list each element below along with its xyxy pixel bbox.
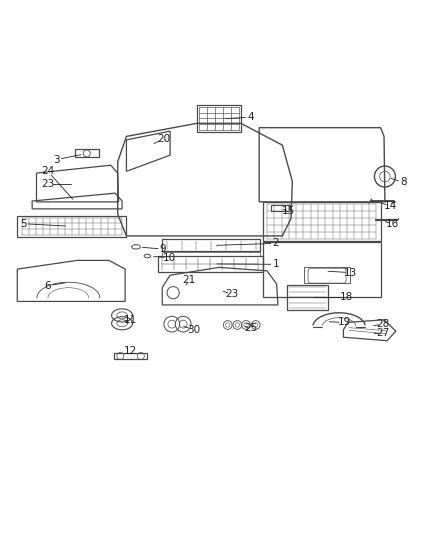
Text: 30: 30	[187, 325, 200, 335]
Text: 28: 28	[377, 319, 390, 329]
Text: 14: 14	[384, 201, 397, 211]
Text: 23: 23	[41, 179, 54, 189]
Text: 20: 20	[157, 134, 170, 143]
Text: 24: 24	[41, 166, 54, 176]
Text: 8: 8	[400, 177, 406, 187]
Text: 3: 3	[53, 155, 60, 165]
Text: 13: 13	[344, 268, 357, 278]
Text: 12: 12	[124, 346, 138, 356]
Text: 6: 6	[45, 281, 51, 290]
Text: 27: 27	[377, 328, 390, 338]
Text: 1: 1	[272, 260, 279, 269]
Text: 10: 10	[162, 253, 176, 263]
Text: 16: 16	[386, 219, 399, 229]
Text: 2: 2	[272, 238, 279, 248]
Text: 25: 25	[244, 324, 257, 334]
Text: 5: 5	[20, 219, 27, 229]
Text: 19: 19	[338, 317, 351, 327]
Text: 11: 11	[124, 315, 138, 325]
Text: 4: 4	[247, 112, 254, 122]
Text: 15: 15	[282, 206, 296, 216]
Text: 23: 23	[226, 289, 239, 300]
Text: 21: 21	[183, 274, 196, 285]
Text: 9: 9	[160, 244, 166, 254]
Text: 18: 18	[340, 292, 353, 302]
